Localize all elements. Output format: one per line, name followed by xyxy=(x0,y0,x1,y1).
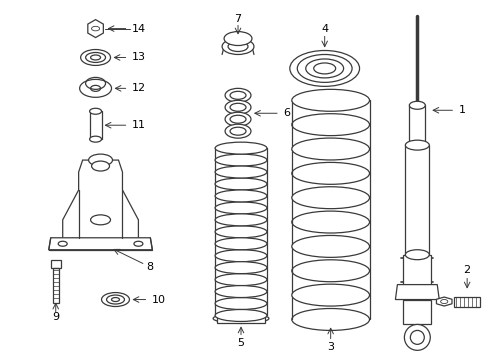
Text: 2: 2 xyxy=(463,265,470,275)
Ellipse shape xyxy=(215,250,266,262)
Ellipse shape xyxy=(89,136,102,142)
Bar xyxy=(89,111,102,139)
Polygon shape xyxy=(49,238,152,250)
Ellipse shape xyxy=(222,39,253,54)
Text: 12: 12 xyxy=(131,84,145,93)
Text: 10: 10 xyxy=(151,294,165,305)
Ellipse shape xyxy=(404,324,429,350)
Ellipse shape xyxy=(215,298,266,310)
Polygon shape xyxy=(395,285,438,300)
Text: 8: 8 xyxy=(146,262,153,272)
Text: 4: 4 xyxy=(321,24,327,33)
Ellipse shape xyxy=(215,274,266,285)
Bar xyxy=(217,314,264,323)
Ellipse shape xyxy=(224,100,250,114)
Ellipse shape xyxy=(224,112,250,126)
Ellipse shape xyxy=(215,310,266,321)
Ellipse shape xyxy=(291,89,369,111)
Ellipse shape xyxy=(229,127,245,135)
Text: 6: 6 xyxy=(282,108,289,118)
Ellipse shape xyxy=(215,226,266,238)
Ellipse shape xyxy=(215,285,266,298)
Ellipse shape xyxy=(305,59,343,78)
Bar xyxy=(403,255,430,285)
Text: 14: 14 xyxy=(131,24,145,33)
Ellipse shape xyxy=(408,141,425,149)
Ellipse shape xyxy=(313,63,335,74)
Bar xyxy=(51,260,61,268)
Ellipse shape xyxy=(229,91,245,99)
Text: 7: 7 xyxy=(234,14,241,24)
Ellipse shape xyxy=(58,241,67,246)
Text: 1: 1 xyxy=(458,105,465,115)
Polygon shape xyxy=(62,160,138,240)
Ellipse shape xyxy=(215,154,266,166)
Bar xyxy=(405,145,428,255)
Ellipse shape xyxy=(405,140,428,150)
Bar xyxy=(53,268,59,302)
Text: 11: 11 xyxy=(131,120,145,130)
Ellipse shape xyxy=(88,154,112,166)
Ellipse shape xyxy=(215,166,266,178)
Ellipse shape xyxy=(215,178,266,190)
Ellipse shape xyxy=(215,190,266,202)
Ellipse shape xyxy=(229,115,245,123)
Ellipse shape xyxy=(297,54,351,82)
Bar xyxy=(408,105,425,145)
Ellipse shape xyxy=(224,32,251,45)
Ellipse shape xyxy=(405,250,428,260)
Ellipse shape xyxy=(215,142,266,154)
Ellipse shape xyxy=(134,241,142,246)
Ellipse shape xyxy=(229,103,245,111)
Text: 9: 9 xyxy=(52,312,59,323)
Ellipse shape xyxy=(409,330,424,345)
Ellipse shape xyxy=(91,161,109,171)
Ellipse shape xyxy=(289,50,359,86)
Polygon shape xyxy=(436,297,451,306)
Ellipse shape xyxy=(224,88,250,102)
Bar xyxy=(403,300,430,324)
Ellipse shape xyxy=(291,284,369,306)
Text: 5: 5 xyxy=(237,338,244,348)
Ellipse shape xyxy=(215,238,266,250)
Ellipse shape xyxy=(89,108,102,114)
Ellipse shape xyxy=(215,262,266,274)
Ellipse shape xyxy=(102,293,129,306)
Bar xyxy=(453,297,479,306)
Text: 3: 3 xyxy=(326,342,333,352)
Ellipse shape xyxy=(215,214,266,226)
Ellipse shape xyxy=(213,314,268,323)
Ellipse shape xyxy=(227,41,247,51)
Ellipse shape xyxy=(408,101,425,109)
Ellipse shape xyxy=(291,187,369,209)
Ellipse shape xyxy=(224,124,250,138)
Ellipse shape xyxy=(106,295,124,304)
Ellipse shape xyxy=(291,138,369,160)
Ellipse shape xyxy=(291,235,369,257)
Ellipse shape xyxy=(215,202,266,214)
Text: 13: 13 xyxy=(131,53,145,63)
